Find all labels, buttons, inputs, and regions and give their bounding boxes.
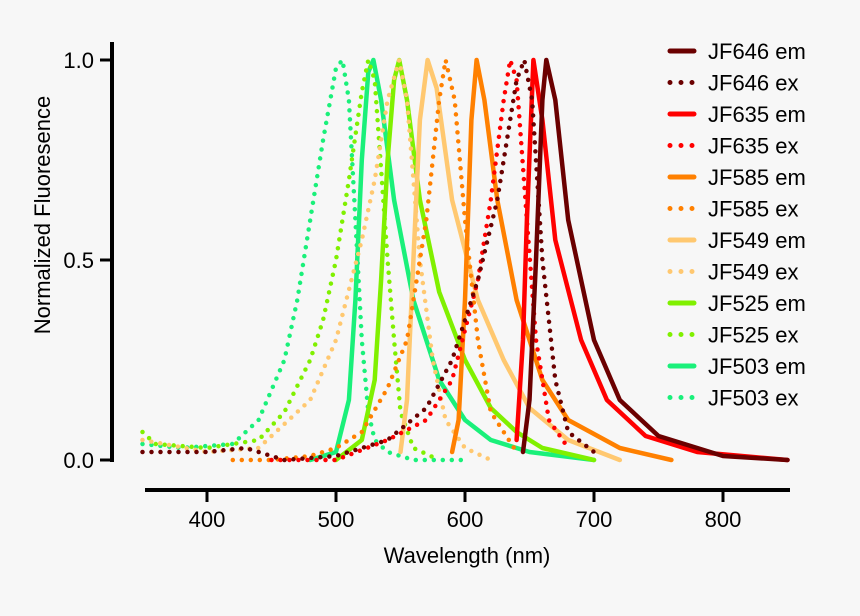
axes: 0.0 0.5 1.0 400 500 600 700 800: [63, 42, 790, 532]
series-line-jf646-em: [520, 57, 790, 463]
series-line-jf635-em: [514, 57, 790, 463]
legend-label: JF503 ex: [708, 386, 799, 411]
legend-label: JF525 em: [708, 291, 806, 316]
legend-label: JF646 ex: [708, 71, 799, 96]
legend-label: JF549 em: [708, 228, 806, 253]
x-tick-label: 700: [576, 507, 613, 532]
x-tick-label: 400: [189, 507, 226, 532]
x-axis-label: Wavelength (nm): [384, 543, 551, 568]
legend-label: JF525 ex: [708, 323, 799, 348]
x-tick-label: 500: [318, 507, 355, 532]
series-line-jf503-ex: [140, 57, 468, 463]
y-tick-label: 0.0: [63, 448, 94, 473]
legend-label: JF646 em: [708, 39, 806, 64]
legend-label: JF549 ex: [708, 260, 799, 285]
y-tick-label: 1.0: [63, 48, 94, 73]
legend-label: JF635 em: [708, 102, 806, 127]
legend-label: JF503 em: [708, 354, 806, 379]
plot-area: [140, 57, 790, 463]
legend-label: JF585 em: [708, 165, 806, 190]
series-line-jf525-em: [333, 57, 597, 463]
legend-label: JF585 ex: [708, 197, 799, 222]
x-tick-label: 600: [447, 507, 484, 532]
y-axis-label: Normalized Fluoresence: [30, 96, 55, 334]
legend-label: JF635 ex: [708, 134, 799, 159]
series-line-jf635-ex: [269, 57, 571, 463]
y-tick-label: 0.5: [63, 248, 94, 273]
series-line-jf549-em: [398, 57, 623, 463]
legend: JF646 em JF646 ex JF635 em JF635 ex JF585 em…: [667, 39, 806, 411]
series-line-jf585-ex: [230, 57, 519, 463]
x-tick-label: 800: [705, 507, 742, 532]
series-line-jf503-em: [307, 57, 597, 463]
series-line-jf525-ex: [140, 57, 442, 463]
